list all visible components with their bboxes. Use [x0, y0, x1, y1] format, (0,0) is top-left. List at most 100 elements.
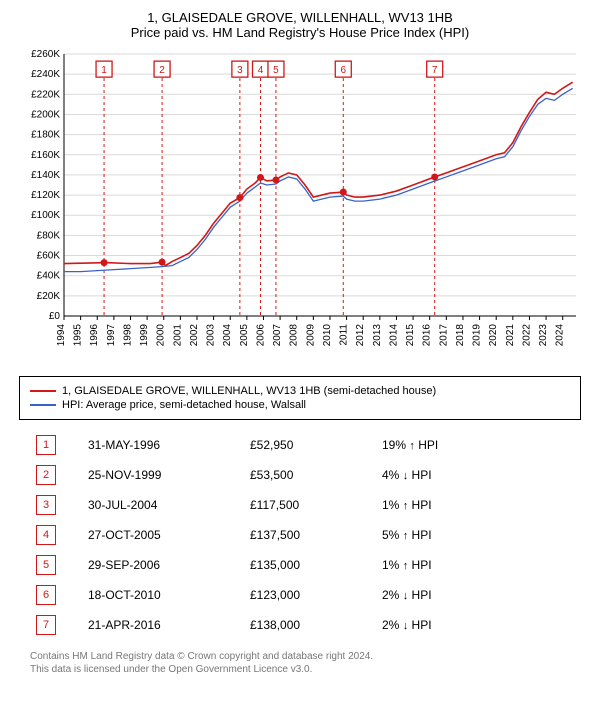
- tx-delta: 5% ↑ HPI: [376, 520, 570, 550]
- title-line1: 1, GLAISEDALE GROVE, WILLENHALL, WV13 1H…: [10, 10, 590, 25]
- table-row: 7 21-APR-2016£138,0002% ↓ HPI: [30, 610, 570, 640]
- legend-swatch-2: [30, 404, 56, 406]
- tx-price: £123,000: [244, 580, 376, 610]
- svg-text:2006: 2006: [255, 324, 266, 347]
- tx-delta: 1% ↑ HPI: [376, 550, 570, 580]
- svg-text:2007: 2007: [272, 324, 283, 347]
- svg-text:2023: 2023: [538, 324, 549, 347]
- table-row: 3 30-JUL-2004£117,5001% ↑ HPI: [30, 490, 570, 520]
- table-row: 6 18-OCT-2010£123,0002% ↓ HPI: [30, 580, 570, 610]
- title-line2: Price paid vs. HM Land Registry's House …: [10, 25, 590, 40]
- svg-text:1999: 1999: [139, 324, 150, 347]
- legend-label-2: HPI: Average price, semi-detached house,…: [62, 399, 306, 411]
- tx-price: £117,500: [244, 490, 376, 520]
- tx-marker: 3: [36, 495, 56, 515]
- svg-text:2021: 2021: [505, 324, 516, 347]
- tx-delta: 19% ↑ HPI: [376, 430, 570, 460]
- legend-swatch-1: [30, 390, 56, 392]
- svg-text:2014: 2014: [388, 324, 399, 347]
- svg-text:2013: 2013: [372, 324, 383, 347]
- svg-text:4: 4: [258, 65, 264, 76]
- svg-text:6: 6: [340, 65, 346, 76]
- svg-text:£260K: £260K: [31, 49, 60, 60]
- svg-text:2020: 2020: [488, 324, 499, 347]
- svg-text:£60K: £60K: [37, 251, 61, 262]
- tx-price: £53,500: [244, 460, 376, 490]
- svg-text:£240K: £240K: [31, 69, 60, 80]
- svg-text:2012: 2012: [355, 324, 366, 347]
- svg-text:1994: 1994: [56, 324, 67, 347]
- tx-price: £138,000: [244, 610, 376, 640]
- svg-text:3: 3: [237, 65, 243, 76]
- svg-text:2004: 2004: [222, 324, 233, 347]
- svg-text:1996: 1996: [89, 324, 100, 347]
- tx-date: 18-OCT-2010: [82, 580, 244, 610]
- table-row: 1 31-MAY-1996£52,95019% ↑ HPI: [30, 430, 570, 460]
- svg-text:1998: 1998: [122, 324, 133, 347]
- tx-marker: 6: [36, 585, 56, 605]
- footer-line2: This data is licensed under the Open Gov…: [30, 663, 570, 676]
- svg-text:2008: 2008: [289, 324, 300, 347]
- legend-label-1: 1, GLAISEDALE GROVE, WILLENHALL, WV13 1H…: [62, 385, 436, 397]
- tx-date: 31-MAY-1996: [82, 430, 244, 460]
- tx-marker: 7: [36, 615, 56, 635]
- svg-text:£120K: £120K: [31, 190, 60, 201]
- svg-text:£180K: £180K: [31, 130, 60, 141]
- tx-delta: 2% ↓ HPI: [376, 610, 570, 640]
- tx-marker: 4: [36, 525, 56, 545]
- svg-text:£80K: £80K: [37, 230, 61, 241]
- svg-text:£200K: £200K: [31, 109, 60, 120]
- tx-marker: 5: [36, 555, 56, 575]
- tx-date: 30-JUL-2004: [82, 490, 244, 520]
- tx-date: 25-NOV-1999: [82, 460, 244, 490]
- svg-text:2: 2: [159, 65, 165, 76]
- tx-price: £135,000: [244, 550, 376, 580]
- svg-text:2000: 2000: [156, 324, 167, 347]
- tx-marker: 1: [36, 435, 56, 455]
- svg-text:2002: 2002: [189, 324, 200, 347]
- svg-text:1995: 1995: [73, 324, 84, 347]
- svg-text:2010: 2010: [322, 324, 333, 347]
- chart-svg: £0£20K£40K£60K£80K£100K£120K£140K£160K£1…: [20, 48, 580, 368]
- svg-text:£220K: £220K: [31, 89, 60, 100]
- svg-text:£100K: £100K: [31, 210, 60, 221]
- tx-price: £52,950: [244, 430, 376, 460]
- title-block: 1, GLAISEDALE GROVE, WILLENHALL, WV13 1H…: [10, 10, 590, 40]
- tx-date: 21-APR-2016: [82, 610, 244, 640]
- transactions-table: 1 31-MAY-1996£52,95019% ↑ HPI 2 25-NOV-1999…: [30, 430, 570, 640]
- footer-note: Contains HM Land Registry data © Crown c…: [30, 650, 570, 676]
- tx-date: 29-SEP-2006: [82, 550, 244, 580]
- footer-line1: Contains HM Land Registry data © Crown c…: [30, 650, 570, 663]
- svg-text:7: 7: [432, 65, 438, 76]
- table-row: 4 27-OCT-2005£137,5005% ↑ HPI: [30, 520, 570, 550]
- svg-text:2024: 2024: [555, 324, 566, 347]
- svg-text:£0: £0: [49, 311, 61, 322]
- svg-text:2017: 2017: [438, 324, 449, 347]
- tx-delta: 4% ↓ HPI: [376, 460, 570, 490]
- svg-text:2015: 2015: [405, 324, 416, 347]
- svg-text:2001: 2001: [172, 324, 183, 347]
- svg-text:2019: 2019: [472, 324, 483, 347]
- svg-text:£40K: £40K: [37, 271, 61, 282]
- tx-date: 27-OCT-2005: [82, 520, 244, 550]
- svg-text:5: 5: [273, 65, 279, 76]
- tx-price: £137,500: [244, 520, 376, 550]
- tx-delta: 2% ↓ HPI: [376, 580, 570, 610]
- svg-text:2009: 2009: [305, 324, 316, 347]
- svg-text:2022: 2022: [521, 324, 532, 347]
- tx-marker: 2: [36, 465, 56, 485]
- svg-text:2016: 2016: [422, 324, 433, 347]
- tx-delta: 1% ↑ HPI: [376, 490, 570, 520]
- svg-text:2003: 2003: [206, 324, 217, 347]
- svg-text:£140K: £140K: [31, 170, 60, 181]
- svg-text:2011: 2011: [339, 324, 350, 346]
- svg-text:£20K: £20K: [37, 291, 61, 302]
- svg-text:1: 1: [101, 65, 107, 76]
- legend-row-1: 1, GLAISEDALE GROVE, WILLENHALL, WV13 1H…: [30, 385, 570, 397]
- table-row: 2 25-NOV-1999£53,5004% ↓ HPI: [30, 460, 570, 490]
- legend-row-2: HPI: Average price, semi-detached house,…: [30, 399, 570, 411]
- svg-text:2005: 2005: [239, 324, 250, 347]
- price-chart: £0£20K£40K£60K£80K£100K£120K£140K£160K£1…: [20, 48, 580, 368]
- legend: 1, GLAISEDALE GROVE, WILLENHALL, WV13 1H…: [19, 376, 581, 420]
- svg-text:2018: 2018: [455, 324, 466, 347]
